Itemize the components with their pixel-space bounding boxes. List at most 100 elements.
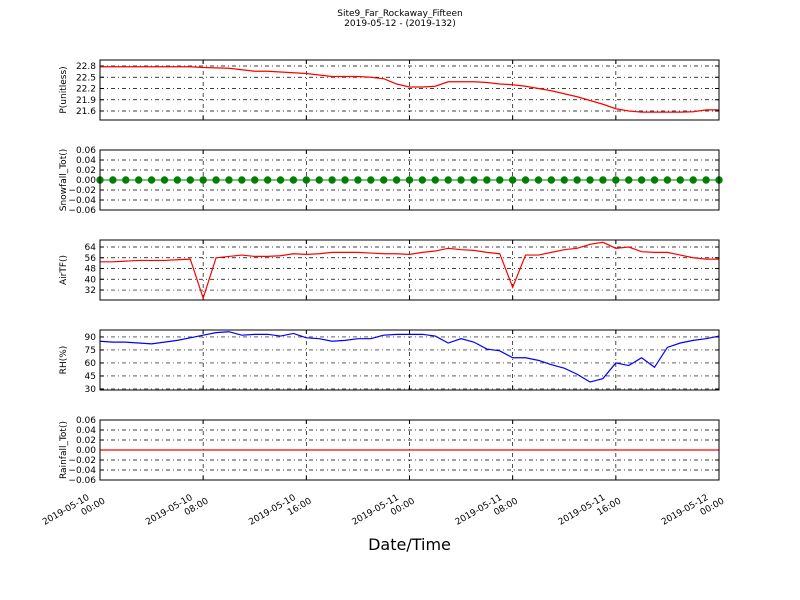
chart-subtitle: 2019-05-12 - (2019-132) (344, 19, 456, 29)
y-tick-label: 0.04 (76, 156, 96, 166)
y-tick-label: 21.9 (76, 96, 96, 106)
y-tick-label: 45 (85, 372, 96, 382)
data-point (599, 176, 607, 184)
y-tick-label: 75 (85, 346, 96, 356)
data-point (392, 176, 401, 184)
x-tick-label: 2019-05-1100:00 (351, 487, 417, 537)
data-point (122, 176, 130, 184)
data-point (418, 176, 427, 184)
y-axis-label: AirTF() (59, 255, 69, 285)
y-tick-label: 0.06 (76, 416, 96, 426)
y-tick-label: 64 (85, 243, 97, 253)
y-tick-label: 30 (85, 385, 97, 395)
data-point (251, 176, 259, 184)
data-point (470, 176, 478, 184)
data-point (302, 176, 311, 184)
y-axis-label: Snowfall_Tot() (59, 149, 69, 212)
data-point (637, 176, 646, 184)
x-tick-label: 2019-05-1116:00 (557, 487, 623, 537)
x-tick-label: 2019-05-1000:00 (41, 487, 107, 537)
data-point (109, 176, 117, 184)
data-point (586, 176, 594, 184)
data-point (534, 176, 543, 184)
y-tick-label: 22.2 (76, 85, 96, 95)
y-tick-label: −0.06 (68, 206, 96, 216)
data-point (367, 176, 375, 184)
y-tick-label: 0.00 (76, 176, 96, 186)
data-point (134, 176, 143, 184)
plot-frame (99, 59, 720, 121)
data-point (547, 176, 556, 184)
x-tick-label: 2019-05-1008:00 (144, 487, 210, 537)
data-point (405, 176, 414, 184)
plot-frame (99, 239, 720, 301)
y-tick-label: 0.04 (76, 426, 96, 436)
x-tick-label: 2019-05-1108:00 (454, 487, 520, 537)
y-tick-label: 0.02 (76, 436, 96, 446)
data-point (573, 176, 581, 184)
y-tick-label: 60 (85, 359, 97, 369)
y-tick-label: 56 (85, 254, 97, 264)
x-tick-label: 2019-05-1200:00 (660, 487, 726, 537)
y-tick-label: −0.06 (68, 476, 96, 486)
data-point (354, 176, 362, 184)
y-tick-label: −0.02 (68, 186, 96, 196)
y-tick-label: 21.6 (76, 107, 96, 117)
data-point (276, 176, 285, 184)
data-point (521, 176, 530, 184)
data-line (100, 66, 719, 113)
data-point (457, 176, 465, 184)
y-tick-label: 90 (85, 333, 97, 343)
y-axis-label: RH(%) (59, 346, 69, 375)
data-point (380, 176, 388, 184)
y-tick-label: −0.04 (68, 196, 96, 206)
y-axis-label: Rainfall_Tot() (59, 421, 69, 479)
data-point (212, 176, 220, 184)
data-point (702, 176, 710, 184)
data-point (160, 176, 169, 184)
y-tick-label: −0.02 (68, 456, 96, 466)
data-point (341, 176, 349, 184)
y-tick-label: 40 (85, 275, 97, 285)
y-tick-label: 0.00 (76, 446, 96, 456)
data-point (186, 176, 194, 184)
y-tick-label: 0.06 (76, 146, 96, 156)
y-axis-label: P(unitless) (59, 66, 69, 113)
data-point (315, 176, 323, 184)
data-point (289, 176, 298, 184)
plot-frame (99, 329, 720, 391)
y-tick-label: 22.8 (76, 62, 96, 72)
y-tick-label: −0.04 (68, 466, 96, 476)
data-point (625, 176, 633, 184)
data-point (496, 176, 504, 184)
data-point (263, 176, 272, 184)
data-point (238, 176, 246, 184)
data-point (225, 176, 233, 184)
chart-title: Site9_Far_Rockaway_Fifteen (337, 9, 463, 19)
data-point (431, 176, 439, 184)
data-line (100, 241, 719, 301)
data-point (663, 176, 672, 184)
y-tick-label: 32 (85, 286, 96, 296)
y-tick-label: 22.5 (76, 73, 96, 83)
data-point (444, 176, 452, 184)
data-point (173, 176, 182, 184)
data-point (199, 176, 207, 184)
data-point (147, 176, 156, 184)
data-point (612, 176, 620, 184)
x-tick-label: 2019-05-1016:00 (247, 487, 313, 537)
data-point (689, 176, 697, 184)
plot-frame (99, 419, 720, 481)
data-point (328, 176, 336, 184)
data-point (560, 176, 568, 184)
data-point (650, 176, 659, 184)
x-axis-label: Date/Time (368, 535, 451, 554)
plot-frame (99, 149, 720, 211)
data-line (99, 331, 720, 383)
data-point (676, 176, 685, 184)
data-point (508, 176, 517, 184)
y-tick-label: 48 (85, 265, 97, 275)
y-tick-label: 0.02 (76, 166, 96, 176)
data-point (483, 176, 491, 184)
